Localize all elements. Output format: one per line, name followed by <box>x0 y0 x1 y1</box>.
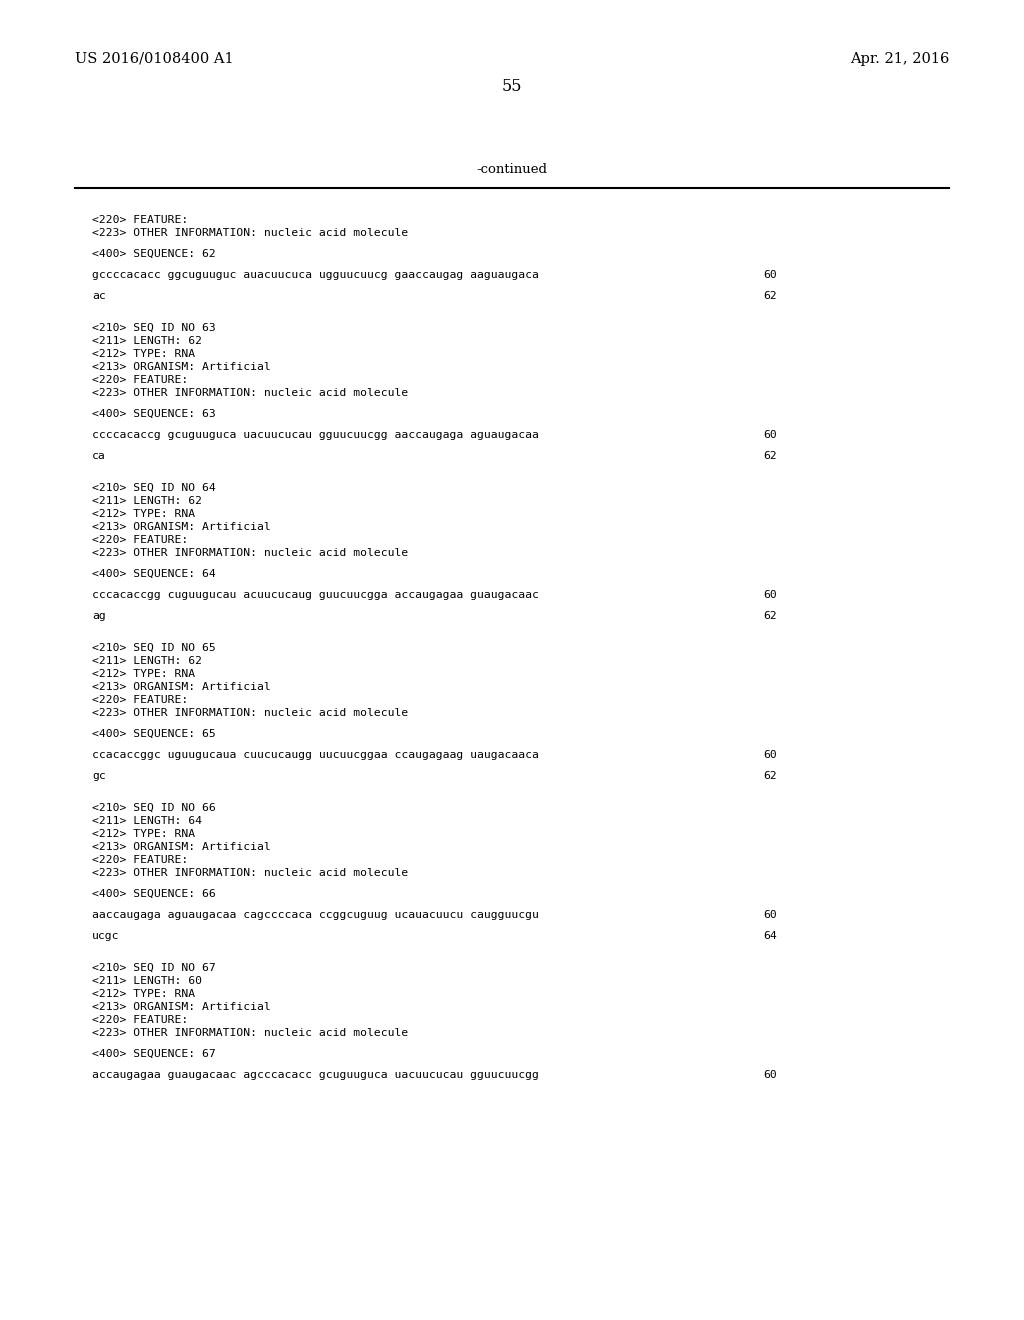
Text: <211> LENGTH: 62: <211> LENGTH: 62 <box>92 337 202 346</box>
Text: <211> LENGTH: 60: <211> LENGTH: 60 <box>92 975 202 986</box>
Text: 55: 55 <box>502 78 522 95</box>
Text: <220> FEATURE:: <220> FEATURE: <box>92 375 188 385</box>
Text: 60: 60 <box>763 271 776 280</box>
Text: <400> SEQUENCE: 65: <400> SEQUENCE: 65 <box>92 729 216 739</box>
Text: <213> ORGANISM: Artificial: <213> ORGANISM: Artificial <box>92 1002 271 1012</box>
Text: <220> FEATURE:: <220> FEATURE: <box>92 855 188 865</box>
Text: <220> FEATURE:: <220> FEATURE: <box>92 535 188 545</box>
Text: <220> FEATURE:: <220> FEATURE: <box>92 215 188 224</box>
Text: 62: 62 <box>763 290 776 301</box>
Text: <223> OTHER INFORMATION: nucleic acid molecule: <223> OTHER INFORMATION: nucleic acid mo… <box>92 388 409 399</box>
Text: 62: 62 <box>763 611 776 620</box>
Text: <212> TYPE: RNA: <212> TYPE: RNA <box>92 669 196 678</box>
Text: <220> FEATURE:: <220> FEATURE: <box>92 1015 188 1026</box>
Text: aaccaugaga aguaugacaa cagccccaca ccggcuguug ucauacuucu caugguucgu: aaccaugaga aguaugacaa cagccccaca ccggcug… <box>92 909 539 920</box>
Text: ca: ca <box>92 451 105 461</box>
Text: gc: gc <box>92 771 105 781</box>
Text: ucgc: ucgc <box>92 931 120 941</box>
Text: <210> SEQ ID NO 63: <210> SEQ ID NO 63 <box>92 323 216 333</box>
Text: <212> TYPE: RNA: <212> TYPE: RNA <box>92 510 196 519</box>
Text: <223> OTHER INFORMATION: nucleic acid molecule: <223> OTHER INFORMATION: nucleic acid mo… <box>92 228 409 238</box>
Text: <400> SEQUENCE: 67: <400> SEQUENCE: 67 <box>92 1049 216 1059</box>
Text: US 2016/0108400 A1: US 2016/0108400 A1 <box>75 51 233 66</box>
Text: Apr. 21, 2016: Apr. 21, 2016 <box>850 51 949 66</box>
Text: 60: 60 <box>763 750 776 760</box>
Text: 60: 60 <box>763 590 776 601</box>
Text: <211> LENGTH: 62: <211> LENGTH: 62 <box>92 656 202 667</box>
Text: 64: 64 <box>763 931 776 941</box>
Text: <210> SEQ ID NO 66: <210> SEQ ID NO 66 <box>92 803 216 813</box>
Text: <213> ORGANISM: Artificial: <213> ORGANISM: Artificial <box>92 521 271 532</box>
Text: ag: ag <box>92 611 105 620</box>
Text: 62: 62 <box>763 451 776 461</box>
Text: <212> TYPE: RNA: <212> TYPE: RNA <box>92 348 196 359</box>
Text: <213> ORGANISM: Artificial: <213> ORGANISM: Artificial <box>92 362 271 372</box>
Text: <223> OTHER INFORMATION: nucleic acid molecule: <223> OTHER INFORMATION: nucleic acid mo… <box>92 708 409 718</box>
Text: <220> FEATURE:: <220> FEATURE: <box>92 696 188 705</box>
Text: <223> OTHER INFORMATION: nucleic acid molecule: <223> OTHER INFORMATION: nucleic acid mo… <box>92 869 409 878</box>
Text: ccacaccggc uguugucaua cuucucaugg uucuucggaa ccaugagaag uaugacaaca: ccacaccggc uguugucaua cuucucaugg uucuucg… <box>92 750 539 760</box>
Text: <400> SEQUENCE: 64: <400> SEQUENCE: 64 <box>92 569 216 579</box>
Text: 62: 62 <box>763 771 776 781</box>
Text: <212> TYPE: RNA: <212> TYPE: RNA <box>92 829 196 840</box>
Text: <212> TYPE: RNA: <212> TYPE: RNA <box>92 989 196 999</box>
Text: <400> SEQUENCE: 62: <400> SEQUENCE: 62 <box>92 249 216 259</box>
Text: accaugagaa guaugacaac agcccacacc gcuguuguca uacuucucau gguucuucgg: accaugagaa guaugacaac agcccacacc gcuguug… <box>92 1071 539 1080</box>
Text: <210> SEQ ID NO 65: <210> SEQ ID NO 65 <box>92 643 216 653</box>
Text: <211> LENGTH: 64: <211> LENGTH: 64 <box>92 816 202 826</box>
Text: <211> LENGTH: 62: <211> LENGTH: 62 <box>92 496 202 506</box>
Text: -continued: -continued <box>476 162 548 176</box>
Text: <210> SEQ ID NO 64: <210> SEQ ID NO 64 <box>92 483 216 492</box>
Text: <223> OTHER INFORMATION: nucleic acid molecule: <223> OTHER INFORMATION: nucleic acid mo… <box>92 1028 409 1038</box>
Text: 60: 60 <box>763 1071 776 1080</box>
Text: 60: 60 <box>763 430 776 440</box>
Text: <210> SEQ ID NO 67: <210> SEQ ID NO 67 <box>92 964 216 973</box>
Text: gccccacacc ggcuguuguc auacuucuca ugguucuucg gaaccaugag aaguaugaca: gccccacacc ggcuguuguc auacuucuca ugguucu… <box>92 271 539 280</box>
Text: cccacaccgg cuguugucau acuucucaug guucuucgga accaugagaa guaugacaac: cccacaccgg cuguugucau acuucucaug guucuuc… <box>92 590 539 601</box>
Text: ccccacaccg gcuguuguca uacuucucau gguucuucgg aaccaugaga aguaugacaa: ccccacaccg gcuguuguca uacuucucau gguucuu… <box>92 430 539 440</box>
Text: 60: 60 <box>763 909 776 920</box>
Text: <213> ORGANISM: Artificial: <213> ORGANISM: Artificial <box>92 842 271 851</box>
Text: <400> SEQUENCE: 66: <400> SEQUENCE: 66 <box>92 888 216 899</box>
Text: ac: ac <box>92 290 105 301</box>
Text: <213> ORGANISM: Artificial: <213> ORGANISM: Artificial <box>92 682 271 692</box>
Text: <223> OTHER INFORMATION: nucleic acid molecule: <223> OTHER INFORMATION: nucleic acid mo… <box>92 548 409 558</box>
Text: <400> SEQUENCE: 63: <400> SEQUENCE: 63 <box>92 409 216 418</box>
